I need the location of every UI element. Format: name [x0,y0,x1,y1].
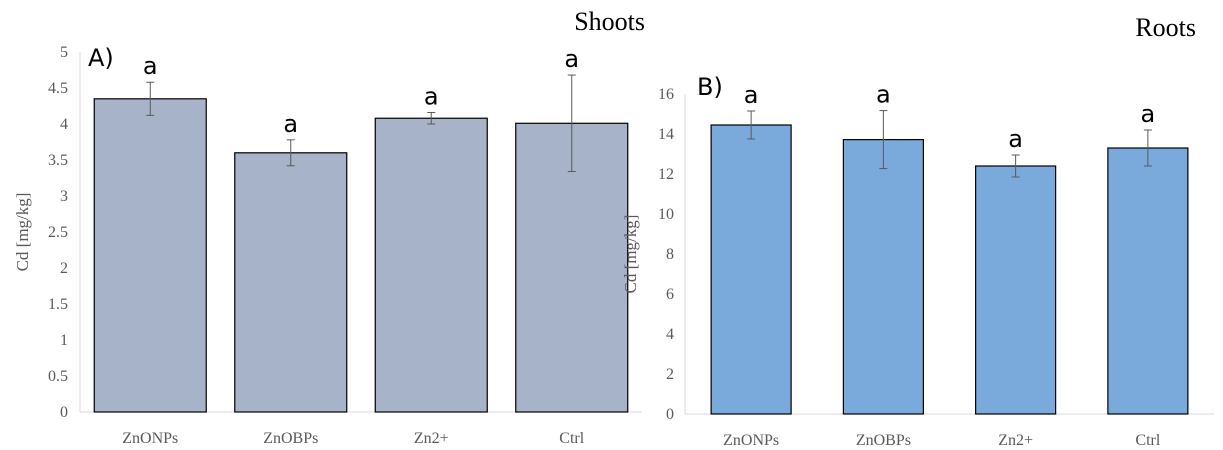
panel-roots: 0 2 4 6 8 10 12 14 16 Cd [mg/kg] Roots B) a ZnONPs a Zn… [621,13,1214,449]
y-axis-title: Cd [mg/kg] [13,193,32,272]
bar-zn2 [374,117,488,413]
panel-letter: B) [697,73,723,101]
y-tick-label: 8 [666,246,674,263]
y-tick-label: 4.5 [48,80,68,97]
x-category-label: ZnONPs [723,432,779,449]
y-tick-label: 14 [658,126,674,143]
x-category-label: Zn2+ [998,432,1033,449]
y-tick-label: 10 [658,206,674,223]
y-tick-label: 12 [658,166,674,183]
panel-title: Shoots [574,7,645,36]
x-category-label: Ctrl [1135,432,1160,449]
y-tick-label: 2.5 [48,224,68,241]
x-category-label: ZnOBPs [263,430,318,447]
y-tick-label: 0 [60,404,68,421]
significance-label: a [424,82,439,110]
y-tick-label: 2 [60,260,68,277]
significance-label: a [1008,125,1023,153]
y-tick-label: 0.5 [48,368,68,385]
y-tick-label: 16 [658,86,674,103]
y-tick-label: 0 [666,406,674,423]
y-tick-label: 2 [666,366,674,383]
significance-label: a [143,52,158,80]
significance-label: a [876,81,891,109]
y-tick-label: 1.5 [48,296,68,313]
y-tick-label: 5 [60,44,68,61]
y-tick-label: 6 [666,286,674,303]
bar-ctrl [1107,147,1189,415]
bar-zn2 [975,165,1057,415]
significance-label: a [744,81,759,109]
significance-label: a [564,45,579,73]
y-axis-title: Cd [mg/kg] [621,215,640,294]
x-category-label: Ctrl [559,430,584,447]
y-tick-label: 3 [60,188,68,205]
bar-znobps [842,139,924,415]
y-tick-label: 3.5 [48,152,68,169]
x-category-label: ZnONPs [122,430,178,447]
y-tick-label: 1 [60,332,68,349]
panel-letter: A) [88,44,114,72]
bar-znobps [234,152,348,413]
x-category-label: Zn2+ [414,430,449,447]
x-category-label: ZnOBPs [856,432,911,449]
significance-label: a [1141,100,1156,128]
panel-shoots: 0 0.5 1 1.5 2 2.5 3 3.5 4 4.5 5 Cd [mg/kg] Shoots A) a… [13,7,645,447]
y-tick-label: 4 [666,326,674,343]
panel-title: Roots [1135,13,1196,42]
bar-znonps [93,98,207,413]
significance-label: a [283,110,298,138]
bar-znonps [710,124,792,415]
y-tick-label: 4 [60,116,68,133]
